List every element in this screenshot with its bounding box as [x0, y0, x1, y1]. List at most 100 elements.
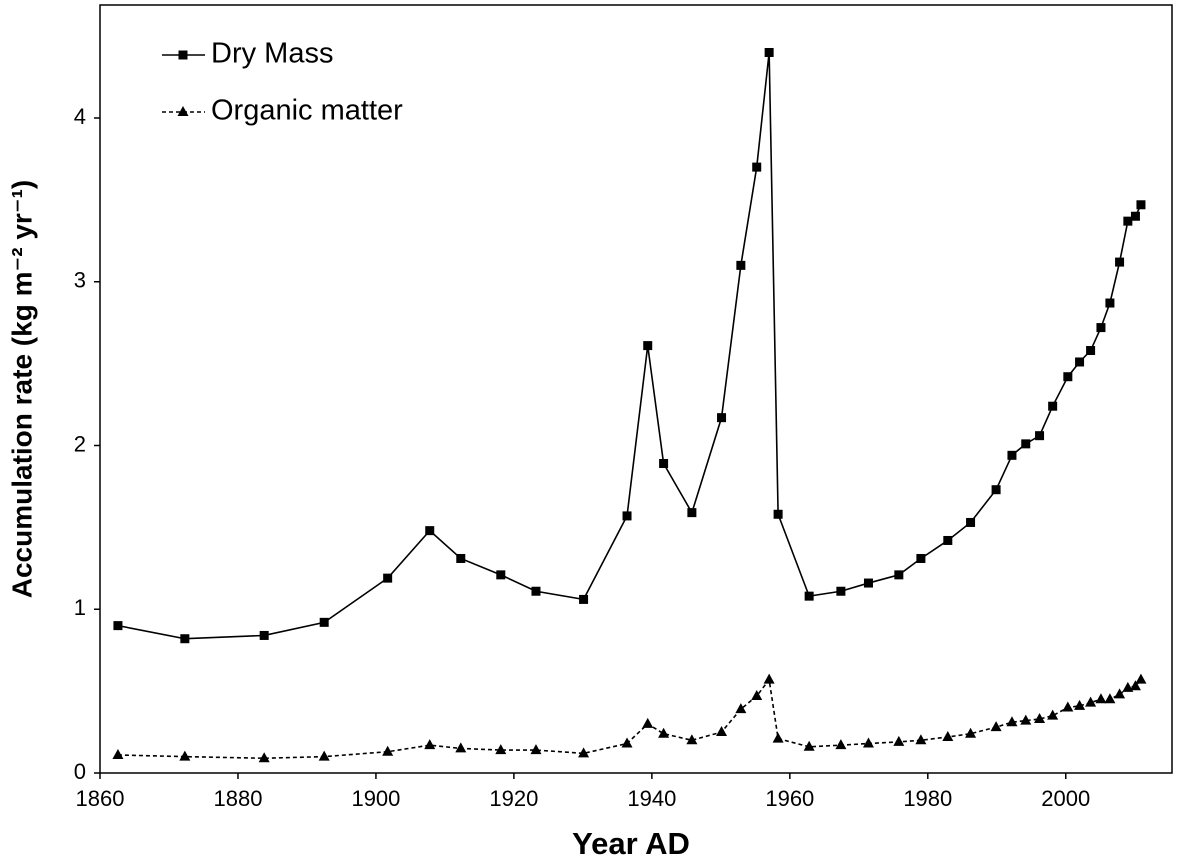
data-point [659, 459, 669, 469]
data-point [1096, 323, 1106, 333]
x-tick-label: 1920 [489, 786, 538, 811]
data-point [863, 578, 873, 588]
data-point [1130, 211, 1140, 221]
data-point [1095, 693, 1107, 704]
data-point [1021, 439, 1031, 449]
x-tick-label: 1900 [351, 786, 400, 811]
x-tick-label: 1960 [765, 786, 814, 811]
legend-marker [177, 106, 189, 116]
data-point [180, 634, 190, 644]
data-point [319, 617, 329, 627]
data-point [495, 744, 507, 755]
data-point [943, 535, 953, 545]
plot-frame [99, 4, 1173, 774]
data-point [1062, 701, 1074, 712]
data-point [990, 721, 1002, 732]
data-point [772, 732, 784, 743]
data-point [803, 740, 815, 751]
data-point [1114, 688, 1126, 699]
data-point [1048, 401, 1058, 411]
data-point [893, 735, 905, 746]
data-point [773, 509, 783, 519]
data-point [179, 750, 191, 761]
y-axis-label: Accumulation rate (kg m⁻² yr⁻¹) [6, 180, 37, 599]
x-tick-label: 1880 [213, 786, 262, 811]
data-point [531, 586, 541, 596]
data-point [751, 690, 763, 701]
data-point [1034, 712, 1046, 723]
data-point [382, 745, 394, 756]
data-point [1104, 693, 1116, 704]
data-point [579, 594, 589, 604]
data-point [621, 737, 633, 748]
x-axis-label: Year AD [572, 826, 690, 861]
data-point [318, 750, 330, 761]
data-point [942, 730, 954, 741]
data-point [425, 526, 435, 536]
legend-label: Organic matter [211, 95, 403, 127]
x-tick-label: 1940 [627, 786, 676, 811]
y-tick-label: 0 [74, 759, 86, 784]
data-point [965, 727, 977, 738]
data-point [717, 413, 727, 423]
x-tick-label: 1980 [903, 786, 952, 811]
data-point [1007, 450, 1017, 460]
data-point [736, 260, 746, 270]
data-point [1086, 346, 1096, 356]
data-point [622, 511, 632, 521]
data-point [1063, 372, 1073, 382]
data-point [578, 747, 590, 758]
data-point [894, 570, 904, 580]
data-point [1123, 216, 1133, 226]
x-tick-label: 2000 [1041, 786, 1090, 811]
data-point [804, 591, 814, 601]
data-point [966, 517, 976, 527]
y-tick-label: 4 [74, 104, 86, 129]
data-point [752, 162, 762, 172]
data-point [456, 553, 466, 563]
data-point [763, 673, 775, 684]
data-point [686, 734, 698, 745]
data-point [113, 621, 123, 631]
series-line [117, 52, 1142, 640]
data-point [764, 47, 774, 57]
data-point [1020, 714, 1032, 725]
y-tick-label: 3 [74, 268, 86, 293]
data-point [991, 485, 1001, 495]
data-point [716, 726, 728, 737]
data-point [1136, 200, 1146, 210]
data-point [1129, 680, 1141, 691]
data-point [915, 734, 927, 745]
y-tick-label: 2 [74, 431, 86, 456]
data-point [1006, 716, 1018, 727]
data-point [1075, 357, 1085, 367]
data-point [658, 727, 670, 738]
data-point [1085, 696, 1097, 707]
data-point [642, 717, 654, 728]
legend-label: Dry Mass [211, 38, 333, 70]
data-point [835, 739, 847, 750]
data-point [1115, 257, 1125, 267]
data-point [643, 341, 653, 351]
data-point [530, 744, 542, 755]
data-point [1035, 431, 1045, 441]
data-point [1047, 709, 1059, 720]
data-point [836, 586, 846, 596]
data-point [862, 737, 874, 748]
data-point [496, 570, 506, 580]
data-point [383, 573, 393, 583]
data-point [1105, 298, 1115, 308]
data-point [455, 742, 467, 753]
data-point [1074, 699, 1086, 710]
data-point [916, 553, 926, 563]
x-tick-label: 1860 [76, 786, 125, 811]
data-point [259, 630, 269, 640]
data-point [424, 739, 436, 750]
y-tick-label: 1 [74, 595, 86, 620]
data-point [258, 752, 270, 763]
legend-marker [178, 50, 188, 60]
data-point [687, 508, 697, 518]
data-point [735, 703, 747, 714]
data-point [112, 748, 124, 759]
